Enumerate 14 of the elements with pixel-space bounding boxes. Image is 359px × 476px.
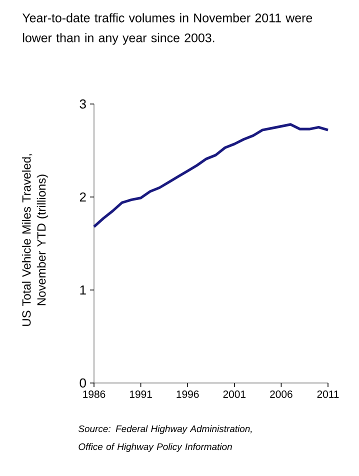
text: Source: Federal Highway Administration, Office of Highway Policy Information (78, 425, 252, 452)
x-tick-label: 1991 (130, 390, 152, 398)
x-tick-label: 2001 (223, 390, 246, 398)
y-tick-label: 3 (80, 99, 86, 109)
x-tick-label: 1986 (83, 390, 106, 398)
y-tick-label: 2 (80, 192, 86, 202)
chart-title: Year-to-date traffic volumes in November 2011 were lower than in any year since 2003. (22, 13, 312, 45)
x-tick-label: 2011 (317, 390, 339, 398)
line-series (92, 123, 330, 228)
x-tick-label: 2006 (270, 390, 292, 398)
x-tick-label: 1996 (176, 390, 199, 398)
y-tick-label: 1 (80, 286, 86, 294)
y-tick-label: 0 (80, 378, 86, 388)
y-axis-title: US Total Vehicle Miles Traveled, November YTD (trillions) (22, 154, 48, 326)
